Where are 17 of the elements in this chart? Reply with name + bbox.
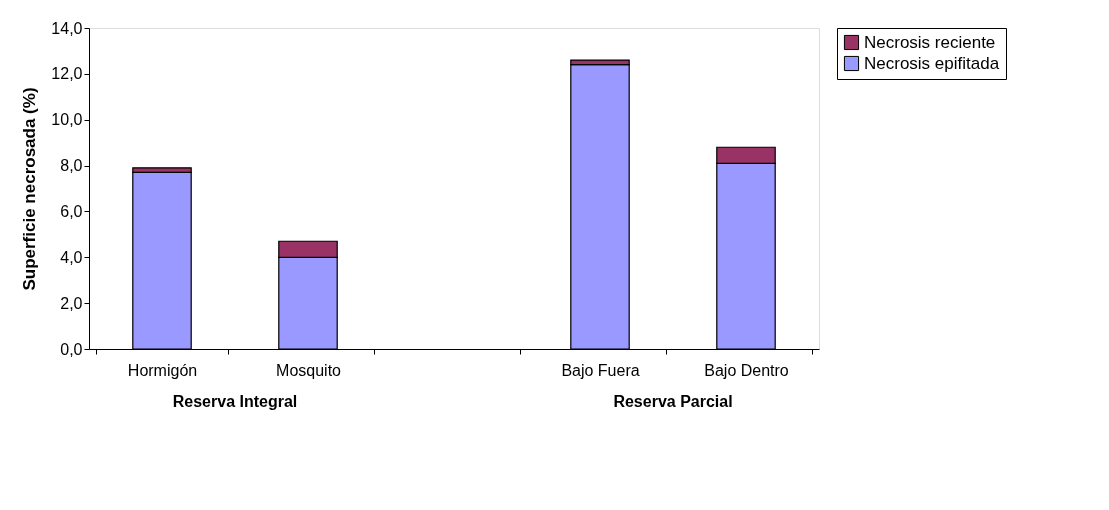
text: Reserva Integral: [172, 393, 298, 410]
x-tick-label: Hormigón: [127, 361, 198, 379]
y-tick-label: 10,0: [51, 111, 83, 129]
y-tick-label: 6,0: [60, 202, 83, 220]
y-tick-label: 14,0: [51, 19, 83, 37]
y-tick-label: 2,0: [60, 294, 83, 312]
x-tick-label: Bajo Fuera: [561, 361, 640, 379]
legend-label: Necrosis epifitada: [864, 53, 1000, 73]
y-tick-label: 12,0: [51, 65, 83, 83]
y-tick-label: 4,0: [60, 248, 83, 266]
y-tick-label: 0,0: [60, 340, 83, 358]
y-tick-label: 8,0: [60, 157, 83, 175]
y-axis-title: Superficie necrosada (%): [20, 87, 40, 291]
x-tick-label: Mosquito: [276, 361, 342, 379]
legend-label: Necrosis reciente: [864, 32, 996, 52]
x-tick-label: Bajo Dentro: [704, 361, 789, 379]
text: Reserva Parcial: [613, 393, 733, 410]
